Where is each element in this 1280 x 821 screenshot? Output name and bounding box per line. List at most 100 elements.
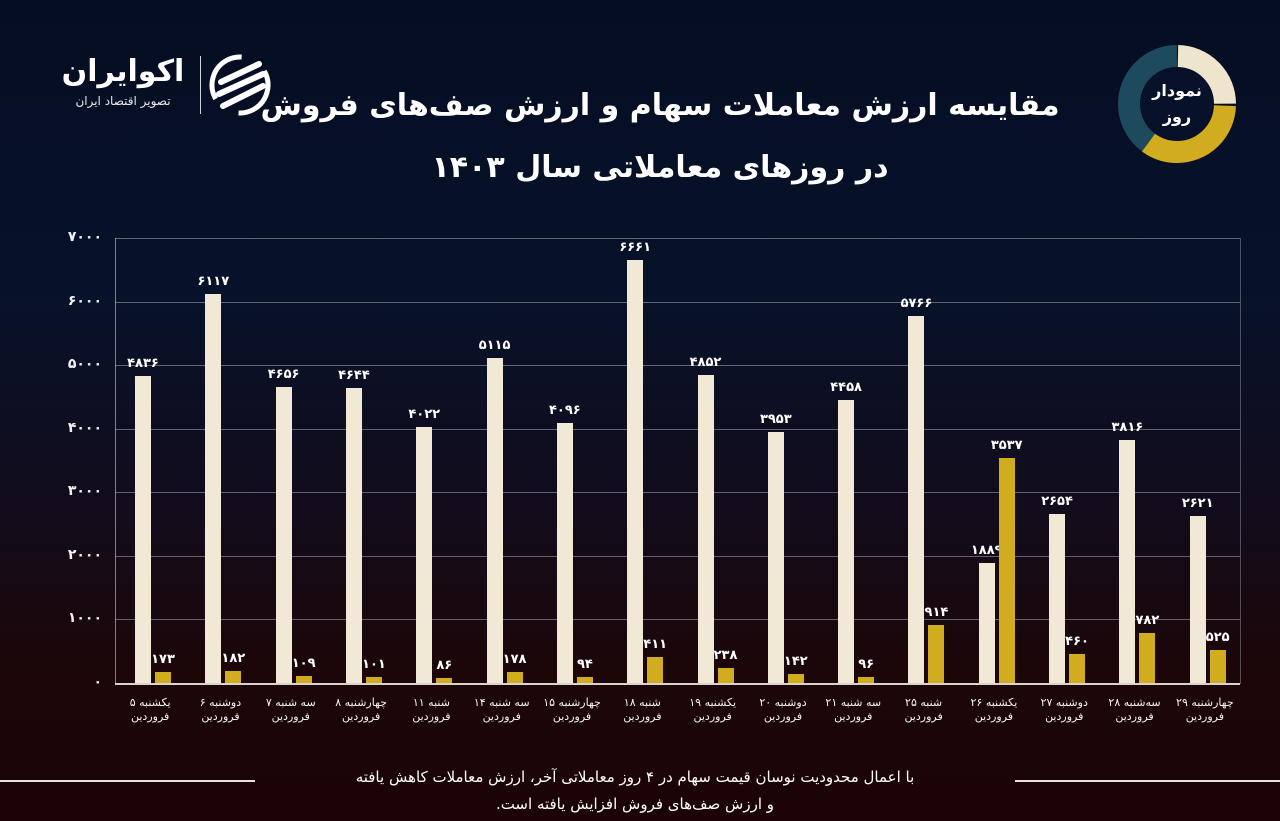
- bar-trade-value: [1189, 516, 1206, 683]
- chart-title-line2: در روزهای معاملاتی سال ۱۴۰۳: [431, 150, 889, 185]
- data-label: ۴۰۹۶: [549, 402, 581, 418]
- x-tick-label: چهارشنبه ۲۹ فروردین: [1169, 696, 1241, 724]
- bar-trade-value: [1119, 440, 1136, 683]
- x-tick-label: دوشنبه ۶ فروردین: [184, 696, 256, 724]
- data-label: ۱۰۱: [362, 656, 386, 672]
- x-tick-month: فروردین: [904, 710, 943, 723]
- y-tick-label: ۱۰۰۰: [67, 610, 102, 627]
- y-axis: [115, 238, 116, 684]
- x-tick-month: فروردین: [482, 710, 521, 723]
- x-tick-day: دوشنبه ۲۷: [1040, 696, 1088, 709]
- data-label: ۶۱۱۷: [197, 274, 230, 290]
- y-tick-label: ۲۰۰۰: [67, 546, 102, 563]
- data-label: ۵۲۵: [1205, 629, 1230, 645]
- data-label: ۴۶۴۴: [338, 367, 370, 383]
- x-tick-label: یکشنبه ۵ فروردین: [114, 696, 186, 724]
- x-tick-label: دوشنبه ۲۷ فروردین: [1028, 696, 1100, 724]
- footer-note-line1: با اعمال محدودیت نوسان قیمت سهام در ۴ رو…: [355, 768, 915, 786]
- data-label: ۱۴۲: [783, 653, 808, 669]
- bar-trade-value: [486, 357, 503, 683]
- bar-trade-value: [416, 427, 433, 683]
- x-tick-month: فروردین: [974, 710, 1014, 723]
- x-tick-month: فروردین: [412, 710, 451, 723]
- data-label: ۴۸۵۲: [689, 354, 722, 370]
- x-tick-label: سه‌شنبه ۲۸ فروردین: [1099, 696, 1171, 724]
- x-tick-label: چهارشنبه ۸ فروردین: [325, 696, 397, 724]
- gridline: [115, 238, 1240, 239]
- x-axis: [115, 683, 1240, 685]
- x-tick-month: فروردین: [1045, 710, 1084, 723]
- x-tick-month: فروردین: [623, 710, 662, 723]
- x-tick-day: شنبه ۱۱: [412, 696, 450, 709]
- bar-sell-queue: [506, 671, 523, 683]
- x-tick-day: سه‌شنبه ۲۸: [1108, 696, 1161, 709]
- bar-sell-queue: [928, 624, 945, 683]
- x-tick-label: دوشنبه ۲۰ فروردین: [747, 696, 819, 724]
- x-tick-day: سه شنبه ۱۴: [473, 696, 530, 709]
- bar-trade-value: [627, 259, 644, 683]
- footer-divider-right: [1015, 780, 1280, 782]
- bar-sell-queue: [647, 656, 664, 683]
- x-tick-label: یکشنبه ۱۹ فروردین: [677, 696, 749, 724]
- bar-trade-value: [908, 316, 925, 683]
- data-label: ۷۸۲: [1135, 613, 1160, 629]
- bar-trade-value: [697, 374, 714, 683]
- x-tick-day: چهارشنبه ۲۹: [1176, 696, 1234, 709]
- x-tick-day: یکشنبه ۱۹: [689, 696, 737, 709]
- x-tick-day: شنبه ۲۵: [905, 696, 943, 709]
- bar-trade-value: [556, 422, 573, 683]
- x-tick-month: فروردین: [1185, 710, 1224, 723]
- gridline: [115, 555, 1240, 557]
- data-label: ۹۴: [576, 657, 593, 673]
- data-label: ۹۶: [858, 656, 875, 672]
- logo-tagline: تصویر اقتصاد ایران: [75, 94, 171, 108]
- bar-trade-value: [275, 387, 292, 683]
- x-tick-day: سه شنبه ۷: [265, 696, 316, 709]
- x-tick-day: دوشنبه ۲۰: [759, 696, 807, 709]
- x-tick-month: فروردین: [834, 710, 873, 723]
- data-label: ۴۰۲۲: [408, 407, 441, 423]
- x-tick-day: یکشنبه ۲۶: [970, 696, 1018, 709]
- bar-sell-queue: [155, 672, 171, 683]
- bar-sell-queue: [787, 673, 804, 683]
- data-label: ۴۸۳۶: [127, 355, 159, 371]
- gridline: [115, 619, 1240, 621]
- bar-trade-value: [205, 294, 222, 683]
- chart-of-the-day-badge: نمودار روز: [1115, 42, 1239, 166]
- data-label: ۲۶۲۱: [1181, 496, 1214, 512]
- bar-sell-queue: [436, 677, 453, 683]
- x-tick-label: یکشنبه ۲۶ فروردین: [958, 696, 1030, 724]
- data-label: ۴۱۱: [643, 636, 668, 652]
- x-tick-label: چهارشنبه ۱۵ فروردین: [536, 696, 608, 724]
- data-label: ۱۷۳: [151, 652, 175, 667]
- bar-trade-value: [345, 387, 362, 683]
- bar-sell-queue: [1209, 649, 1226, 683]
- bar-sell-queue: [365, 676, 382, 683]
- data-label: ۵۷۶۶: [900, 296, 933, 312]
- x-tick-month: فروردین: [693, 710, 732, 723]
- x-tick-month: فروردین: [131, 710, 170, 723]
- x-tick-month: فروردین: [1115, 710, 1154, 723]
- bar-sell-queue: [717, 667, 734, 683]
- data-label: ۲۶۵۴: [1041, 494, 1073, 510]
- x-tick-label: سه شنبه ۱۴ فروردین: [466, 696, 538, 724]
- chart-title-line1: مقایسه ارزش معاملات سهام و ارزش صف‌های ف…: [260, 88, 1060, 123]
- x-tick-day: دوشنبه ۶: [199, 696, 242, 709]
- data-label: ۳۵۳۷: [990, 438, 1023, 454]
- x-tick-label: سه شنبه ۲۱ فروردین: [817, 696, 889, 724]
- x-tick-month: فروردین: [271, 710, 310, 723]
- data-label: ۴۶۵۶: [267, 367, 300, 382]
- badge-line1: نمودار: [1152, 81, 1202, 100]
- x-tick-day: چهارشنبه ۱۵: [543, 696, 601, 709]
- logo-divider: [200, 56, 201, 114]
- x-tick-month: فروردین: [341, 710, 381, 723]
- x-tick-label: شنبه ۱۱ فروردین: [395, 696, 467, 724]
- bar-sell-queue: [998, 458, 1015, 683]
- data-label: ۱۸۸۹: [970, 542, 1003, 558]
- logo-mark-icon: [209, 54, 271, 116]
- data-label: ۳۹۵۳: [759, 411, 792, 427]
- data-label: ۱۰۹: [291, 656, 316, 672]
- y-tick-label: ۳۰۰۰: [67, 483, 102, 500]
- data-label: ۲۳۸: [713, 647, 738, 663]
- plot-right-border: [1240, 238, 1241, 684]
